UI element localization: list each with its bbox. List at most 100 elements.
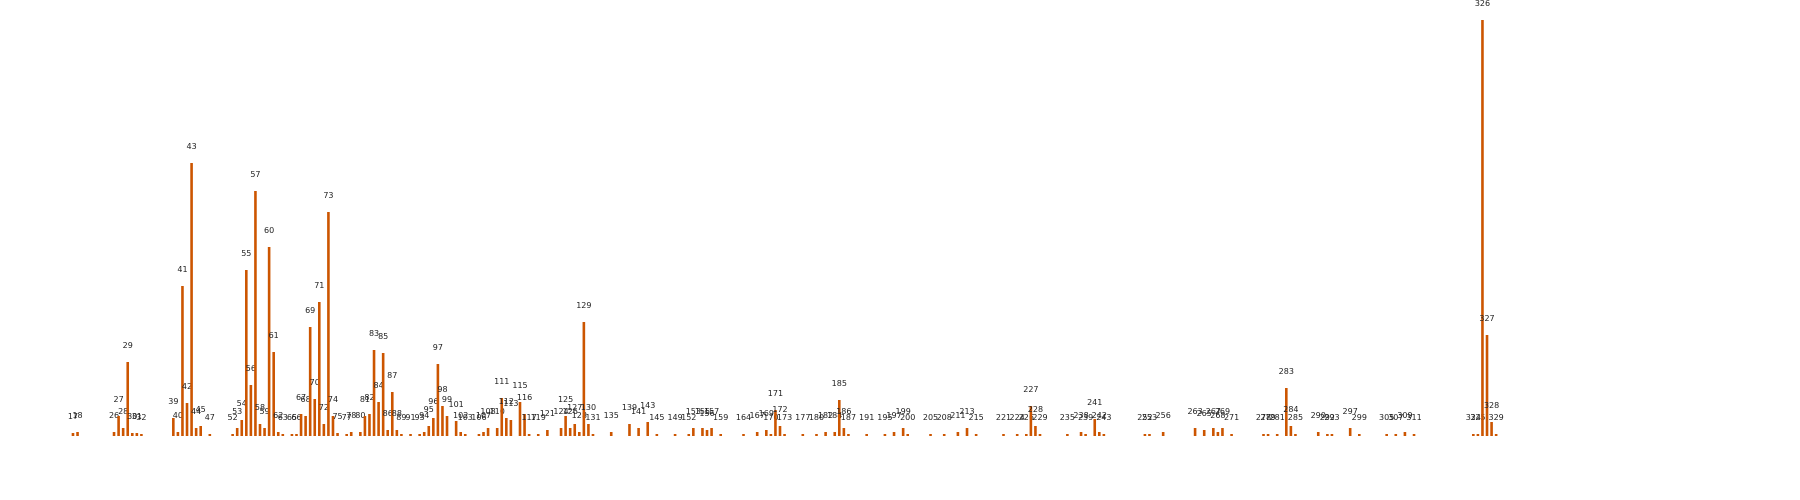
bar (190, 163, 193, 436)
bar-label: 239 (1078, 413, 1093, 422)
bar (965, 428, 969, 436)
bar (445, 416, 449, 436)
bar-label: 143 (640, 401, 655, 410)
bar-label: 83 (369, 329, 379, 338)
bar-label: 82 (364, 393, 374, 402)
bar-label: 70 (310, 378, 320, 387)
bar (359, 432, 362, 436)
bar-label: 130 (581, 403, 596, 412)
bar (1015, 434, 1019, 436)
bar-label: 98 (437, 385, 447, 394)
bar-label: 66 (291, 413, 301, 422)
bar (381, 353, 385, 436)
bar-label: 135 (604, 411, 619, 420)
bar-label: 200 (900, 413, 915, 422)
bar-label: 91 (405, 413, 415, 422)
bar (1212, 428, 1215, 436)
bar (400, 434, 403, 436)
bar (249, 385, 253, 436)
bar (1357, 434, 1361, 436)
bar-label: 102 (453, 411, 468, 420)
bar-label: 171 (768, 389, 783, 398)
bar (1002, 434, 1005, 436)
bar (769, 434, 773, 436)
bar-label: 97 (433, 343, 443, 352)
bar-label: 40 (173, 411, 183, 420)
bar-label: 74 (328, 395, 338, 404)
bar (1230, 434, 1233, 436)
bar (208, 434, 212, 436)
bar (372, 350, 376, 436)
bar (847, 434, 850, 436)
bar-label: 215 (968, 413, 983, 422)
bar-label: 101 (448, 400, 463, 409)
bar (1025, 434, 1028, 436)
bar (172, 418, 175, 436)
bar-label: 173 (777, 413, 792, 422)
bar (495, 428, 499, 436)
bar (441, 406, 444, 436)
bar-label: 172 (772, 405, 787, 414)
bar-label: 221 (996, 413, 1011, 422)
bar-label: 96 (428, 397, 438, 406)
bar-label: 253 (1142, 413, 1157, 422)
bar (559, 428, 563, 436)
bar-label: 281 (1270, 413, 1285, 422)
bar (240, 420, 244, 436)
bar-label: 186 (836, 407, 851, 416)
bar (1494, 434, 1498, 436)
bar (386, 430, 390, 436)
bar-label: 164 (736, 413, 751, 422)
bar-label: 328 (1484, 401, 1499, 410)
bar (655, 434, 659, 436)
bar-label: 62 (273, 411, 283, 420)
bar (1066, 434, 1069, 436)
bar (331, 416, 335, 436)
bar (76, 432, 79, 436)
bar (422, 432, 426, 436)
bar (505, 418, 508, 436)
bar-label: 243 (1096, 413, 1111, 422)
bar (336, 433, 339, 436)
bar-label: 139 (622, 403, 637, 412)
bar (1216, 432, 1220, 436)
bar-label: 126 (563, 407, 578, 416)
bar (1161, 432, 1165, 436)
bar (673, 434, 677, 436)
bar-label: 324 (1466, 413, 1481, 422)
bar-label: 145 (649, 413, 664, 422)
bar-label: 112 (499, 397, 514, 406)
bar-label: 191 (859, 413, 874, 422)
bar (974, 434, 978, 436)
bar (609, 432, 613, 436)
bar (801, 434, 805, 436)
bar-label: 167 (750, 411, 765, 420)
bar-label: 125 (558, 395, 573, 404)
bar-label: 152 (681, 413, 696, 422)
bar-label: 111 (494, 377, 509, 386)
bar (527, 434, 531, 436)
bar-label: 45 (196, 405, 206, 414)
bar (1193, 428, 1197, 436)
bar (1266, 434, 1270, 436)
bar (705, 430, 709, 436)
bar (418, 434, 421, 436)
bar (883, 434, 887, 436)
bar-label: 284 (1283, 405, 1298, 414)
bar (1403, 432, 1407, 436)
bar-label: 31 (132, 412, 142, 421)
bar-label: 68 (301, 395, 311, 404)
bar (568, 428, 572, 436)
bar-label: 18 (72, 411, 82, 420)
bar-label: 157 (704, 407, 719, 416)
bar (199, 426, 203, 436)
bar-label: 290 (1311, 411, 1326, 420)
bar (313, 399, 317, 436)
bar-label: 241 (1087, 398, 1102, 407)
bar-label: 71 (314, 281, 324, 290)
bar-label: 44 (191, 407, 201, 416)
bar-label: 54 (237, 399, 247, 408)
bar (833, 432, 837, 436)
bar-label: 93 (415, 413, 425, 422)
